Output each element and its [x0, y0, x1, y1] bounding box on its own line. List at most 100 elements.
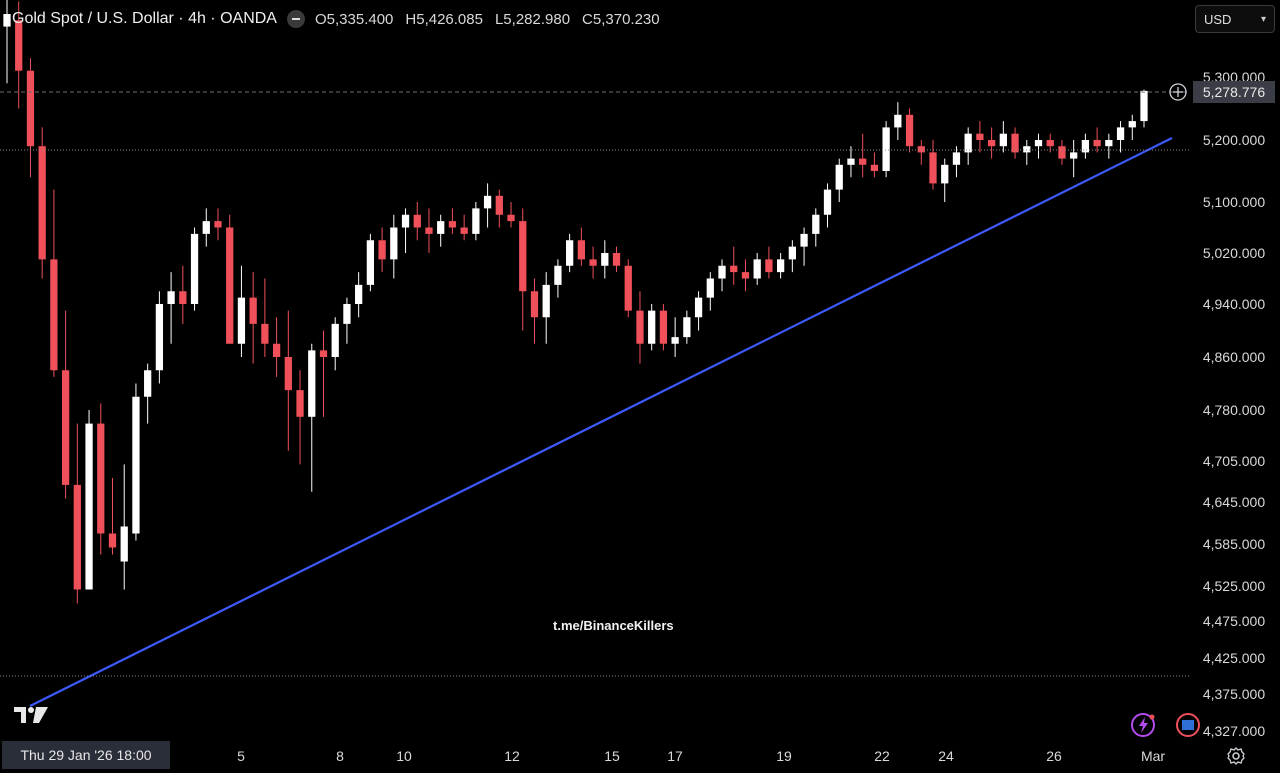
candle-body: [355, 284, 363, 304]
candle-body: [694, 297, 703, 318]
candle-body: [319, 350, 328, 357]
ohlc-high: H5,426.085: [405, 10, 483, 28]
candle-body: [730, 265, 738, 273]
candle-body: [1034, 140, 1043, 147]
price-tick-label: 4,940.000: [1203, 296, 1265, 312]
candle-body: [964, 133, 972, 153]
candle-body: [284, 357, 292, 391]
candle-body: [308, 350, 316, 417]
candle-body: [636, 310, 644, 344]
candle-body: [226, 227, 234, 344]
candle-body: [1011, 133, 1019, 153]
candle-body: [577, 240, 585, 260]
candle-body: [683, 317, 691, 338]
candle-body: [38, 146, 46, 260]
candle-body: [50, 259, 58, 371]
time-tick-label: 8: [336, 748, 344, 764]
current-price-badge: [1193, 81, 1275, 103]
candle-body: [999, 133, 1007, 147]
price-tick-label: 4,860.000: [1203, 349, 1265, 365]
candle-body: [26, 70, 35, 147]
bottom-right-toolbar: [1130, 712, 1200, 743]
candles-layer: [3, 0, 1148, 604]
candle-body: [390, 227, 398, 260]
settings-icon[interactable]: [1226, 746, 1246, 771]
candle-body: [495, 195, 503, 215]
candle-body: [132, 396, 140, 534]
candle-body: [530, 291, 539, 318]
candle-body: [144, 370, 152, 397]
candle-body: [120, 526, 128, 562]
price-axis[interactable]: 5,300.0005,200.0005,100.0005,020.0004,94…: [1203, 69, 1265, 739]
candle-body: [190, 233, 199, 304]
candle-body: [601, 253, 609, 266]
price-tick-label: 4,705.000: [1203, 453, 1265, 469]
candle-body: [73, 484, 81, 590]
price-tick-label: 5,020.000: [1203, 245, 1265, 261]
candle-body: [1116, 127, 1125, 140]
candle-body: [648, 310, 656, 344]
price-tick-label: 4,525.000: [1203, 578, 1265, 594]
price-tick-label: 4,475.000: [1203, 613, 1265, 629]
price-tick-label: 4,645.000: [1203, 494, 1265, 510]
candle-body: [413, 214, 421, 228]
candle-body: [812, 214, 820, 234]
candle-body: [894, 114, 902, 128]
candle-body: [97, 423, 105, 534]
candle-body: [237, 297, 246, 344]
flash-icon[interactable]: [1131, 713, 1155, 737]
candle-body: [1105, 140, 1113, 147]
price-tick-label: 4,375.000: [1203, 686, 1265, 702]
candle-body: [261, 323, 269, 344]
price-tick-label: 4,780.000: [1203, 402, 1265, 418]
candle-body: [1046, 140, 1054, 147]
price-tick-label: 4,425.000: [1203, 650, 1265, 666]
candle-body: [483, 195, 492, 209]
candle-body: [870, 164, 879, 171]
candle-body: [272, 343, 281, 357]
candle-body: [741, 272, 750, 279]
candle-body: [378, 240, 386, 260]
candle-body: [1023, 146, 1031, 153]
candle-body: [202, 221, 210, 234]
time-tick-label: 26: [1046, 748, 1062, 764]
collapse-button[interactable]: [286, 10, 305, 28]
candle-body: [249, 297, 257, 324]
candle-body: [507, 214, 515, 222]
candle-body: [1140, 90, 1148, 122]
time-tick-label: 15: [604, 748, 620, 764]
candle-body: [659, 310, 668, 344]
time-tick-label: 22: [874, 748, 890, 764]
candle-body: [589, 259, 597, 266]
tradingview-logo-icon[interactable]: [14, 705, 50, 730]
currency-select[interactable]: USD ▾: [1195, 5, 1275, 33]
symbol-title[interactable]: Gold Spot / U.S. Dollar · 4h · OANDA: [12, 10, 277, 27]
add-alert-icon[interactable]: [1169, 83, 1187, 101]
candle-body: [835, 164, 843, 190]
candle-body: [859, 158, 867, 165]
time-tick-label: 17: [667, 748, 683, 764]
candle-body: [542, 284, 550, 318]
trendline[interactable]: [29, 137, 1173, 707]
flag-icon[interactable]: [1176, 713, 1200, 737]
current-price-marker[interactable]: 5,278.776: [1169, 81, 1275, 103]
time-axis[interactable]: 5 8 10 12 15 17 19 22 24 26 Mar: [237, 748, 1165, 764]
candle-body: [800, 233, 808, 247]
candle-body: [776, 259, 785, 273]
price-tick-label: 5,200.000: [1203, 132, 1265, 148]
candle-body: [15, 20, 23, 71]
candle-body: [952, 152, 961, 165]
candle-body: [554, 265, 562, 285]
candle-body: [941, 164, 949, 184]
candle-body: [706, 278, 714, 298]
chevron-down-icon: ▾: [1260, 13, 1266, 25]
time-tick-label: 19: [776, 748, 792, 764]
candle-body: [1093, 140, 1101, 147]
candle-body: [753, 259, 761, 279]
candle-body: [472, 208, 480, 234]
current-price-label: 5,278.776: [1203, 84, 1265, 100]
candle-body: [1058, 146, 1066, 159]
candle-body: [179, 291, 187, 304]
candle-body: [85, 423, 93, 590]
